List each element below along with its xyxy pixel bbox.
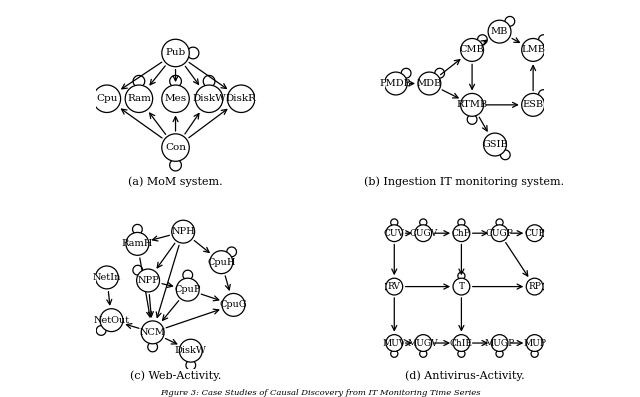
Circle shape [491, 335, 508, 351]
Text: Mes: Mes [164, 94, 187, 103]
Circle shape [93, 85, 120, 112]
Text: CMB: CMB [460, 45, 484, 54]
Circle shape [453, 278, 470, 295]
Circle shape [491, 225, 508, 242]
Text: MUP: MUP [523, 339, 546, 347]
Text: (a) MoM system.: (a) MoM system. [128, 177, 223, 187]
Circle shape [162, 85, 189, 112]
Text: LMB: LMB [521, 45, 545, 54]
Circle shape [526, 278, 543, 295]
Text: CUGV: CUGV [409, 229, 437, 238]
Text: RP: RP [528, 282, 541, 291]
Circle shape [418, 72, 441, 95]
Text: Cpu: Cpu [96, 94, 118, 103]
Circle shape [522, 39, 545, 62]
Text: Con: Con [165, 143, 186, 152]
Circle shape [222, 293, 245, 316]
Circle shape [488, 20, 511, 43]
Text: NCM: NCM [140, 328, 166, 337]
Text: MDB: MDB [417, 79, 442, 88]
Text: NetOut: NetOut [93, 316, 129, 325]
Text: NPH: NPH [172, 227, 195, 236]
Text: Ram: Ram [127, 94, 151, 103]
Text: CUP: CUP [524, 229, 545, 238]
Text: RTMB: RTMB [456, 100, 488, 109]
Circle shape [136, 269, 159, 292]
Circle shape [461, 93, 484, 116]
Text: ChP: ChP [452, 229, 471, 238]
Text: CUV: CUV [384, 229, 404, 238]
Circle shape [141, 321, 164, 344]
Text: CpuH: CpuH [207, 258, 236, 267]
Text: ChIE: ChIE [450, 339, 473, 347]
Text: (d) Antivirus-Activity.: (d) Antivirus-Activity. [404, 371, 524, 381]
Text: DiskW: DiskW [192, 94, 226, 103]
Text: PMDB: PMDB [380, 79, 412, 88]
Text: (b) Ingestion IT monitoring system.: (b) Ingestion IT monitoring system. [364, 177, 564, 187]
Circle shape [461, 39, 484, 62]
Text: RamH: RamH [122, 239, 153, 249]
Text: MUGP: MUGP [484, 339, 515, 347]
Text: GSIB: GSIB [482, 140, 508, 149]
Circle shape [179, 339, 202, 362]
Text: CpuP: CpuP [175, 285, 201, 294]
Circle shape [415, 225, 431, 242]
Circle shape [195, 85, 223, 112]
Circle shape [386, 335, 403, 351]
Circle shape [125, 85, 153, 112]
Text: NPP: NPP [137, 276, 159, 285]
Text: NetIn: NetIn [93, 273, 121, 282]
Circle shape [172, 220, 195, 243]
Text: MUGV: MUGV [408, 339, 438, 347]
Text: MUV: MUV [383, 339, 406, 347]
Circle shape [100, 309, 123, 331]
Text: ESB: ESB [522, 100, 543, 109]
Circle shape [522, 93, 545, 116]
Circle shape [227, 85, 255, 112]
Circle shape [176, 278, 199, 301]
Circle shape [415, 335, 431, 351]
Circle shape [210, 251, 233, 274]
Text: Pub: Pub [165, 48, 186, 58]
Circle shape [162, 39, 189, 67]
Text: T: T [458, 282, 465, 291]
Text: CpuG: CpuG [220, 301, 247, 309]
Circle shape [386, 225, 403, 242]
Text: DiskW: DiskW [175, 346, 207, 355]
Circle shape [453, 225, 470, 242]
Circle shape [162, 134, 189, 161]
Circle shape [526, 335, 543, 351]
Circle shape [386, 278, 403, 295]
Text: RV: RV [388, 282, 401, 291]
Circle shape [126, 232, 149, 255]
Circle shape [385, 72, 407, 95]
Text: DiskR: DiskR [226, 94, 257, 103]
Text: Figure 3: Case Studies of Causal Discovery from IT Monitoring Time Series: Figure 3: Case Studies of Causal Discove… [160, 389, 480, 397]
Circle shape [484, 133, 506, 156]
Circle shape [526, 225, 543, 242]
Text: MB: MB [491, 27, 508, 36]
Text: CUGP: CUGP [486, 229, 513, 238]
Circle shape [453, 335, 470, 351]
Circle shape [95, 266, 118, 289]
Text: (c) Web-Activity.: (c) Web-Activity. [130, 371, 221, 381]
